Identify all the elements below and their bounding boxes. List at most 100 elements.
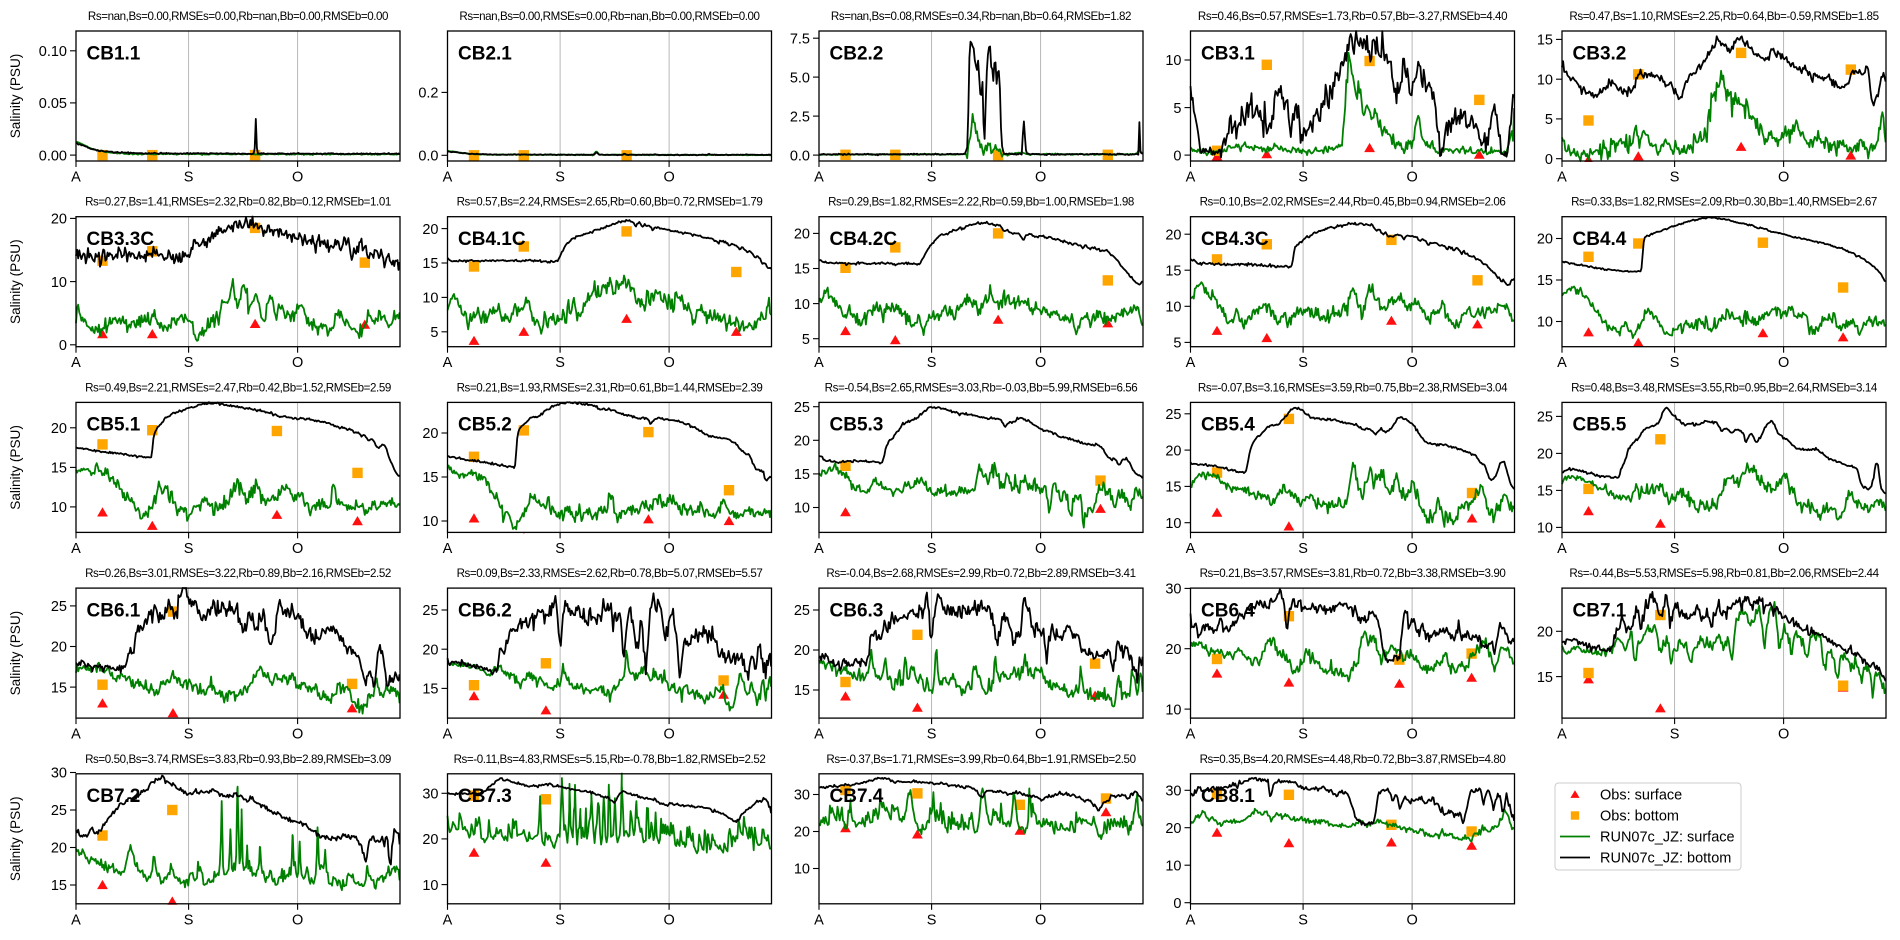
svg-text:CB3.2: CB3.2 — [1573, 43, 1627, 64]
svg-text:Salinity (PSU): Salinity (PSU) — [8, 54, 23, 139]
svg-text:10: 10 — [51, 275, 67, 291]
svg-text:A: A — [814, 727, 824, 743]
svg-text:O: O — [1035, 355, 1046, 371]
svg-text:0.10: 0.10 — [39, 44, 67, 60]
svg-text:20: 20 — [422, 642, 438, 658]
svg-text:30: 30 — [1165, 784, 1181, 800]
svg-text:CB6.2: CB6.2 — [458, 600, 512, 621]
svg-text:RUN07c_JZ: surface: RUN07c_JZ: surface — [1600, 830, 1735, 846]
svg-text:O: O — [1035, 727, 1046, 743]
svg-text:20: 20 — [422, 426, 438, 442]
svg-text:O: O — [663, 912, 674, 928]
svg-text:CB3.1: CB3.1 — [1201, 43, 1255, 64]
svg-text:10: 10 — [1537, 72, 1553, 88]
svg-text:S: S — [184, 912, 194, 928]
svg-text:A: A — [814, 912, 824, 928]
svg-text:S: S — [1670, 170, 1680, 186]
svg-text:15: 15 — [51, 680, 67, 696]
svg-text:Rs=-0.04,Bs=2.68,RMSEs=2.99,Rb: Rs=-0.04,Bs=2.68,RMSEs=2.99,Rb=0.72,Bb=2… — [826, 567, 1135, 580]
svg-text:Rs=0.35,Bs=4.20,RMSEs=4.48,Rb=: Rs=0.35,Bs=4.20,RMSEs=4.48,Rb=0.72,Bb=3.… — [1200, 753, 1506, 766]
svg-text:O: O — [663, 727, 674, 743]
svg-text:5: 5 — [1173, 101, 1181, 117]
svg-text:O: O — [1406, 541, 1417, 557]
svg-text:5: 5 — [1545, 112, 1553, 128]
svg-text:Rs=-0.54,Bs=2.65,RMSEs=3.03,Rb: Rs=-0.54,Bs=2.65,RMSEs=3.03,Rb=-0.03,Bb=… — [825, 381, 1138, 394]
svg-text:0.0: 0.0 — [418, 149, 438, 165]
svg-text:O: O — [1406, 727, 1417, 743]
svg-text:S: S — [555, 541, 565, 557]
svg-text:S: S — [555, 912, 565, 928]
svg-text:Rs=0.49,Bs=2.21,RMSEs=2.47,Rb=: Rs=0.49,Bs=2.21,RMSEs=2.47,Rb=0.42,Bb=1.… — [85, 381, 391, 394]
svg-text:A: A — [443, 541, 453, 557]
svg-text:25: 25 — [1537, 410, 1553, 426]
svg-text:CB8.1: CB8.1 — [1201, 786, 1255, 807]
svg-text:O: O — [1035, 170, 1046, 186]
svg-text:S: S — [1670, 355, 1680, 371]
svg-text:O: O — [663, 541, 674, 557]
svg-text:20: 20 — [1165, 821, 1181, 837]
svg-text:10: 10 — [1537, 315, 1553, 331]
svg-text:CB6.3: CB6.3 — [830, 600, 884, 621]
svg-text:Rs=-0.11,Bs=4.83,RMSEs=5.15,Rb: Rs=-0.11,Bs=4.83,RMSEs=5.15,Rb=-0.78,Bb=… — [454, 753, 766, 766]
svg-text:Rs=0.33,Bs=1.82,RMSEs=2.09,Rb=: Rs=0.33,Bs=1.82,RMSEs=2.09,Rb=0.30,Bb=1.… — [1571, 196, 1877, 209]
svg-text:30: 30 — [794, 788, 810, 804]
svg-text:20: 20 — [794, 227, 810, 243]
svg-text:Salinity (PSU): Salinity (PSU) — [8, 611, 23, 696]
svg-text:O: O — [1406, 355, 1417, 371]
svg-text:Rs=0.29,Bs=1.82,RMSEs=2.22,Rb=: Rs=0.29,Bs=1.82,RMSEs=2.22,Rb=0.59,Bb=1.… — [828, 196, 1134, 209]
svg-text:O: O — [292, 170, 303, 186]
svg-text:15: 15 — [422, 470, 438, 486]
svg-text:S: S — [927, 170, 937, 186]
svg-text:10: 10 — [1165, 516, 1181, 532]
svg-text:5: 5 — [1173, 336, 1181, 352]
svg-text:A: A — [1186, 541, 1196, 557]
svg-text:O: O — [1778, 355, 1789, 371]
svg-text:15: 15 — [794, 467, 810, 483]
svg-text:10: 10 — [51, 500, 67, 516]
svg-text:S: S — [555, 170, 565, 186]
svg-text:20: 20 — [1537, 625, 1553, 641]
svg-text:Rs=nan,Bs=0.08,RMSEs=0.34,Rb=n: Rs=nan,Bs=0.08,RMSEs=0.34,Rb=nan,Bb=0.64… — [831, 10, 1131, 23]
svg-text:Rs=0.57,Bs=2.24,RMSEs=2.65,Rb=: Rs=0.57,Bs=2.24,RMSEs=2.65,Rb=0.60,Bb=0.… — [457, 196, 763, 209]
svg-text:15: 15 — [51, 461, 67, 477]
svg-text:15: 15 — [422, 256, 438, 272]
svg-text:O: O — [1778, 170, 1789, 186]
svg-text:O: O — [292, 727, 303, 743]
svg-text:5.0: 5.0 — [790, 70, 810, 86]
svg-text:Obs: bottom: Obs: bottom — [1600, 809, 1679, 825]
svg-text:Rs=0.26,Bs=3.01,RMSEs=3.22,Rb=: Rs=0.26,Bs=3.01,RMSEs=3.22,Rb=0.89,Bb=2.… — [85, 567, 391, 580]
svg-text:15: 15 — [1537, 484, 1553, 500]
svg-text:15: 15 — [1537, 33, 1553, 49]
svg-text:CB7.1: CB7.1 — [1573, 600, 1627, 621]
svg-text:15: 15 — [794, 683, 810, 699]
svg-text:CB4.1C: CB4.1C — [458, 229, 526, 250]
svg-text:20: 20 — [51, 421, 67, 437]
svg-text:25: 25 — [51, 599, 67, 615]
svg-text:CB7.4: CB7.4 — [830, 786, 884, 807]
svg-text:CB6.4: CB6.4 — [1201, 600, 1255, 621]
svg-text:0.05: 0.05 — [39, 96, 67, 112]
svg-text:A: A — [1186, 727, 1196, 743]
svg-text:10: 10 — [1165, 858, 1181, 874]
svg-text:10: 10 — [794, 297, 810, 313]
svg-text:25: 25 — [422, 603, 438, 619]
svg-text:10: 10 — [794, 501, 810, 517]
svg-text:15: 15 — [794, 262, 810, 278]
svg-text:A: A — [443, 170, 453, 186]
svg-text:O: O — [292, 355, 303, 371]
svg-text:20: 20 — [51, 640, 67, 656]
svg-text:Rs=0.10,Bs=2.02,RMSEs=2.44,Rb=: Rs=0.10,Bs=2.02,RMSEs=2.44,Rb=0.45,Bb=0.… — [1200, 196, 1506, 209]
svg-text:15: 15 — [1537, 670, 1553, 686]
svg-text:S: S — [1298, 912, 1308, 928]
svg-text:O: O — [663, 355, 674, 371]
svg-text:Obs: surface: Obs: surface — [1600, 788, 1682, 804]
svg-text:30: 30 — [422, 787, 438, 803]
svg-text:CB5.4: CB5.4 — [1201, 415, 1255, 436]
svg-text:20: 20 — [51, 212, 67, 228]
svg-text:20: 20 — [422, 832, 438, 848]
svg-text:O: O — [1406, 912, 1417, 928]
svg-text:30: 30 — [1165, 582, 1181, 598]
svg-text:A: A — [443, 355, 453, 371]
svg-text:A: A — [814, 170, 824, 186]
svg-text:CB2.2: CB2.2 — [830, 43, 884, 64]
